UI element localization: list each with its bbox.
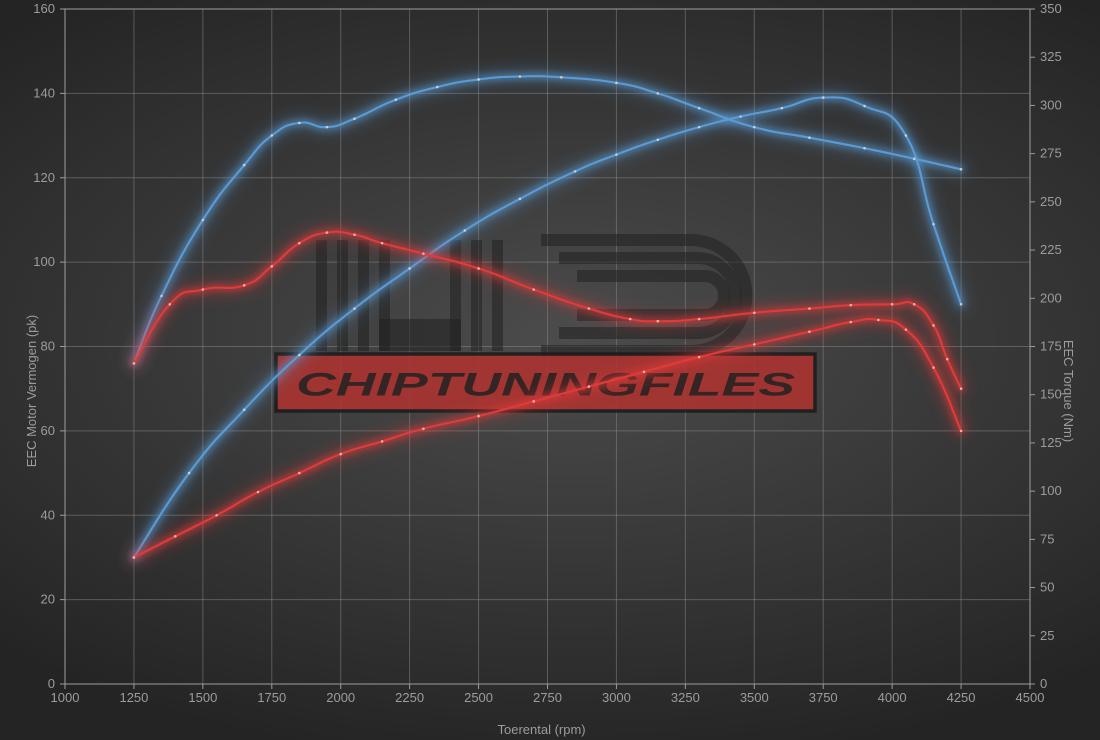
svg-text:3750: 3750 <box>809 690 838 705</box>
svg-text:4250: 4250 <box>947 690 976 705</box>
svg-text:2250: 2250 <box>395 690 424 705</box>
svg-text:25: 25 <box>1040 628 1054 643</box>
svg-text:75: 75 <box>1040 531 1054 546</box>
svg-text:275: 275 <box>1040 146 1062 161</box>
svg-text:175: 175 <box>1040 339 1062 354</box>
svg-text:0: 0 <box>48 676 55 691</box>
svg-text:1000: 1000 <box>51 690 80 705</box>
svg-text:140: 140 <box>33 85 55 100</box>
svg-text:3500: 3500 <box>740 690 769 705</box>
svg-text:125: 125 <box>1040 435 1062 450</box>
svg-text:300: 300 <box>1040 97 1062 112</box>
svg-text:80: 80 <box>41 339 55 354</box>
svg-text:250: 250 <box>1040 194 1062 209</box>
svg-text:0: 0 <box>1040 676 1047 691</box>
svg-text:100: 100 <box>33 254 55 269</box>
svg-text:60: 60 <box>41 423 55 438</box>
svg-text:225: 225 <box>1040 242 1062 257</box>
svg-text:2500: 2500 <box>464 690 493 705</box>
svg-text:160: 160 <box>33 1 55 16</box>
svg-text:350: 350 <box>1040 1 1062 16</box>
svg-text:150: 150 <box>1040 387 1062 402</box>
svg-text:1250: 1250 <box>119 690 148 705</box>
svg-text:4500: 4500 <box>1016 690 1045 705</box>
svg-text:100: 100 <box>1040 483 1062 498</box>
svg-text:50: 50 <box>1040 580 1054 595</box>
svg-text:120: 120 <box>33 170 55 185</box>
svg-text:200: 200 <box>1040 290 1062 305</box>
svg-text:1750: 1750 <box>257 690 286 705</box>
svg-text:3000: 3000 <box>602 690 631 705</box>
svg-text:2000: 2000 <box>326 690 355 705</box>
svg-text:4000: 4000 <box>878 690 907 705</box>
svg-text:20: 20 <box>41 592 55 607</box>
svg-text:1500: 1500 <box>188 690 217 705</box>
svg-text:40: 40 <box>41 507 55 522</box>
svg-text:325: 325 <box>1040 49 1062 64</box>
svg-text:2750: 2750 <box>533 690 562 705</box>
svg-text:3250: 3250 <box>671 690 700 705</box>
